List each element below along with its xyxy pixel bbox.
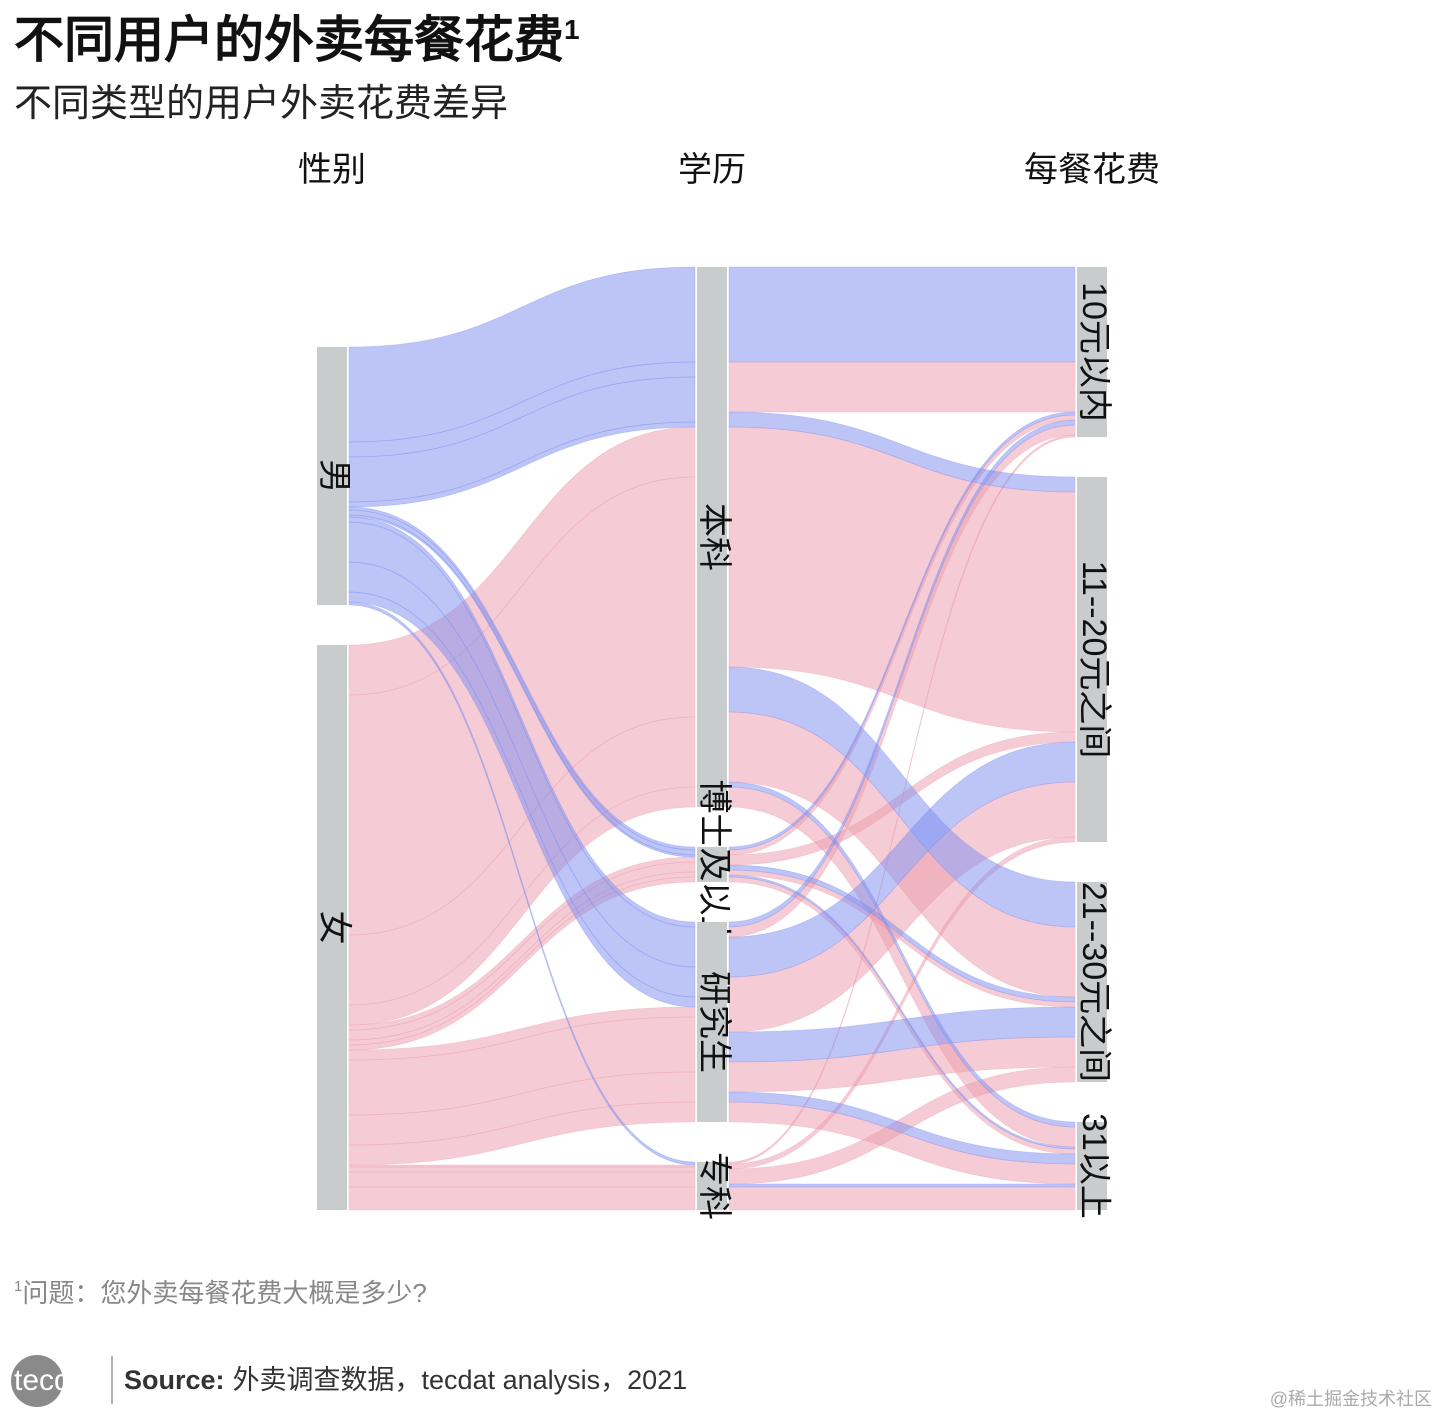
chart-subtitle: 不同类型的用户外卖花费差异: [14, 83, 508, 125]
stratum-label: 女: [315, 911, 353, 945]
flow-ribbon: [348, 514, 696, 858]
flow-ribbon: [348, 591, 696, 1008]
stratum-label: 研究生: [695, 971, 733, 1073]
flow-ribbon: [728, 781, 1076, 1128]
stratum-label: 11--20元之间: [1075, 561, 1113, 759]
title-marker: 1: [564, 14, 580, 45]
flow-ribbon: [348, 1171, 696, 1188]
title-text: 不同用户的外卖每餐花费: [14, 12, 564, 68]
flow-ribbon: [728, 411, 1076, 851]
flow-ribbon: [348, 1186, 696, 1211]
logo: tecdat: [14, 1364, 96, 1397]
flow-ribbon: [728, 666, 1076, 928]
axis-title: 学历: [678, 151, 746, 189]
stratum: [1077, 1122, 1107, 1210]
watermark: @稀土掘金技术社区: [1270, 1389, 1432, 1409]
source-label: Source:: [124, 1365, 225, 1395]
footnote-text: 问题：您外卖每餐花费大概是多少?: [22, 1278, 426, 1308]
flow-ribbon: [348, 876, 696, 1051]
source-text: 外卖调查数据，tecdat analysis，2021: [233, 1365, 688, 1395]
flow-ribbon: [728, 419, 1076, 928]
stratum: [697, 267, 727, 807]
flow-ribbon: [348, 601, 696, 1166]
flow-ribbon: [728, 1183, 1076, 1188]
footnote-marker: 1: [14, 1278, 22, 1295]
chart-title: 不同用户的外卖每餐花费1: [14, 12, 580, 68]
stratum-label: 21--30元之间: [1075, 882, 1113, 1082]
axis-title: 性别: [298, 151, 366, 189]
footnote: 1问题：您外卖每餐花费大概是多少?: [14, 1278, 427, 1308]
flow-ribbon: [348, 786, 696, 1026]
flow-ribbon: [728, 1091, 1076, 1165]
stratum-label: 31以上: [1075, 1113, 1113, 1219]
axis-title: 每餐花费: [1024, 151, 1160, 189]
stratum-label: 10元以内: [1075, 282, 1113, 422]
flow-ribbon: [728, 836, 1076, 1170]
stratum-label: 男: [315, 459, 353, 493]
stratum: [1077, 477, 1107, 842]
logo-circle: [11, 1355, 63, 1407]
flow-ribbon: [728, 266, 1076, 363]
stratum: [697, 847, 727, 882]
stratum-label: 专科: [695, 1152, 733, 1220]
stratum-label: 本科: [695, 503, 733, 571]
stratum: [697, 1162, 727, 1210]
stratum: [1077, 267, 1107, 437]
flow-ribbon: [348, 1166, 696, 1173]
flow-ribbon: [348, 1101, 696, 1166]
flow-ribbon: [728, 411, 1076, 493]
source: Source: 外卖调查数据，tecdat analysis，2021: [124, 1365, 687, 1395]
flow-ribbon: [348, 421, 696, 508]
stratum: [1077, 882, 1107, 1082]
flows: [348, 266, 1076, 1211]
stratum: [697, 922, 727, 1122]
flow-ribbon: [728, 1006, 1076, 1063]
stratum: [317, 347, 347, 605]
stratum: [317, 645, 347, 1210]
stratum-label: 博士及以上: [695, 780, 733, 950]
flow-ribbon: [728, 1186, 1076, 1211]
flow-ribbon: [728, 741, 1076, 978]
flow-ribbon: [728, 361, 1076, 413]
